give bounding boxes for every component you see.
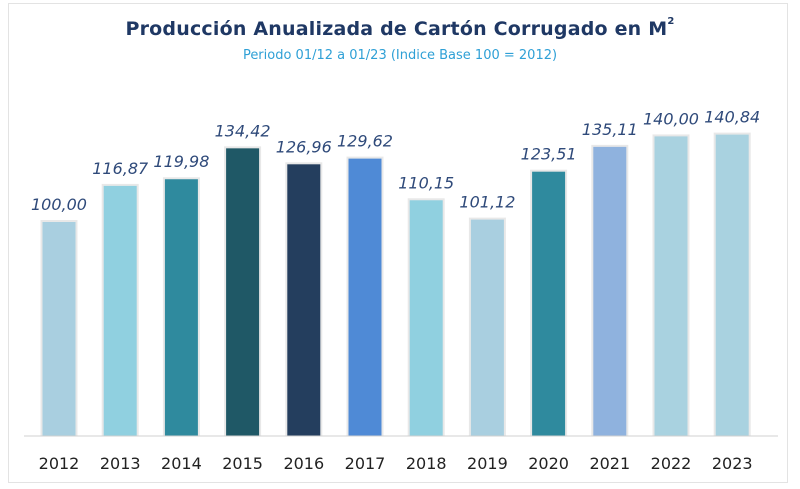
x-tick-label-2017: 2017 bbox=[345, 454, 386, 473]
bar-2013 bbox=[103, 185, 137, 436]
chart-title-superscript: 2 bbox=[667, 16, 675, 27]
bar-2014 bbox=[164, 179, 198, 436]
value-label-2018: 110,15 bbox=[398, 173, 454, 192]
value-label-2017: 129,62 bbox=[337, 132, 393, 151]
value-label-2020: 123,51 bbox=[521, 145, 577, 164]
x-tick-label-2019: 2019 bbox=[467, 454, 508, 473]
value-label-2023: 140,84 bbox=[704, 108, 760, 127]
bar-2023 bbox=[715, 134, 749, 436]
x-tick-label-2014: 2014 bbox=[161, 454, 202, 473]
x-tick-label-2016: 2016 bbox=[283, 454, 324, 473]
value-label-2013: 116,87 bbox=[92, 159, 149, 178]
value-label-2012: 100,00 bbox=[31, 195, 87, 214]
value-label-2019: 101,12 bbox=[459, 193, 515, 212]
chart-title: Producción Anualizada de Cartón Corrugad… bbox=[0, 16, 800, 40]
bar-2020 bbox=[532, 171, 566, 436]
bar-2017 bbox=[348, 158, 382, 436]
x-tick-label-2013: 2013 bbox=[100, 454, 141, 473]
value-label-2022: 140,00 bbox=[643, 109, 699, 128]
x-tick-label-2012: 2012 bbox=[39, 454, 80, 473]
bar-2022 bbox=[654, 136, 688, 436]
bar-2018 bbox=[409, 200, 443, 436]
bar-2021 bbox=[593, 146, 627, 436]
x-tick-label-2020: 2020 bbox=[528, 454, 569, 473]
bar-2015 bbox=[226, 148, 260, 437]
value-label-2021: 135,11 bbox=[582, 120, 638, 139]
bar-2012 bbox=[42, 222, 76, 436]
bar-2019 bbox=[470, 219, 504, 436]
bar-2016 bbox=[287, 164, 321, 436]
bars-group bbox=[40, 132, 751, 437]
value-label-2015: 134,42 bbox=[215, 121, 271, 140]
x-tick-label-2018: 2018 bbox=[406, 454, 447, 473]
x-tick-label-2022: 2022 bbox=[651, 454, 692, 473]
x-tick-label-2023: 2023 bbox=[712, 454, 753, 473]
value-label-2016: 126,96 bbox=[276, 137, 332, 156]
value-labels-group: 100,00 116,87 119,98 134,42 126,96 129,62 110,… bbox=[31, 108, 760, 214]
tick-labels-group: 2012 2013 2014 2015 2016 2017 2018 2019 2020 2021… bbox=[39, 454, 753, 473]
chart-title-text: Producción Anualizada de Cartón Corrugad… bbox=[125, 18, 668, 40]
x-tick-label-2021: 2021 bbox=[589, 454, 630, 473]
value-label-2014: 119,98 bbox=[153, 152, 209, 171]
chart-subtitle: Periodo 01/12 a 01/23 (Indice Base 100 =… bbox=[242, 48, 558, 63]
x-tick-label-2015: 2015 bbox=[222, 454, 263, 473]
